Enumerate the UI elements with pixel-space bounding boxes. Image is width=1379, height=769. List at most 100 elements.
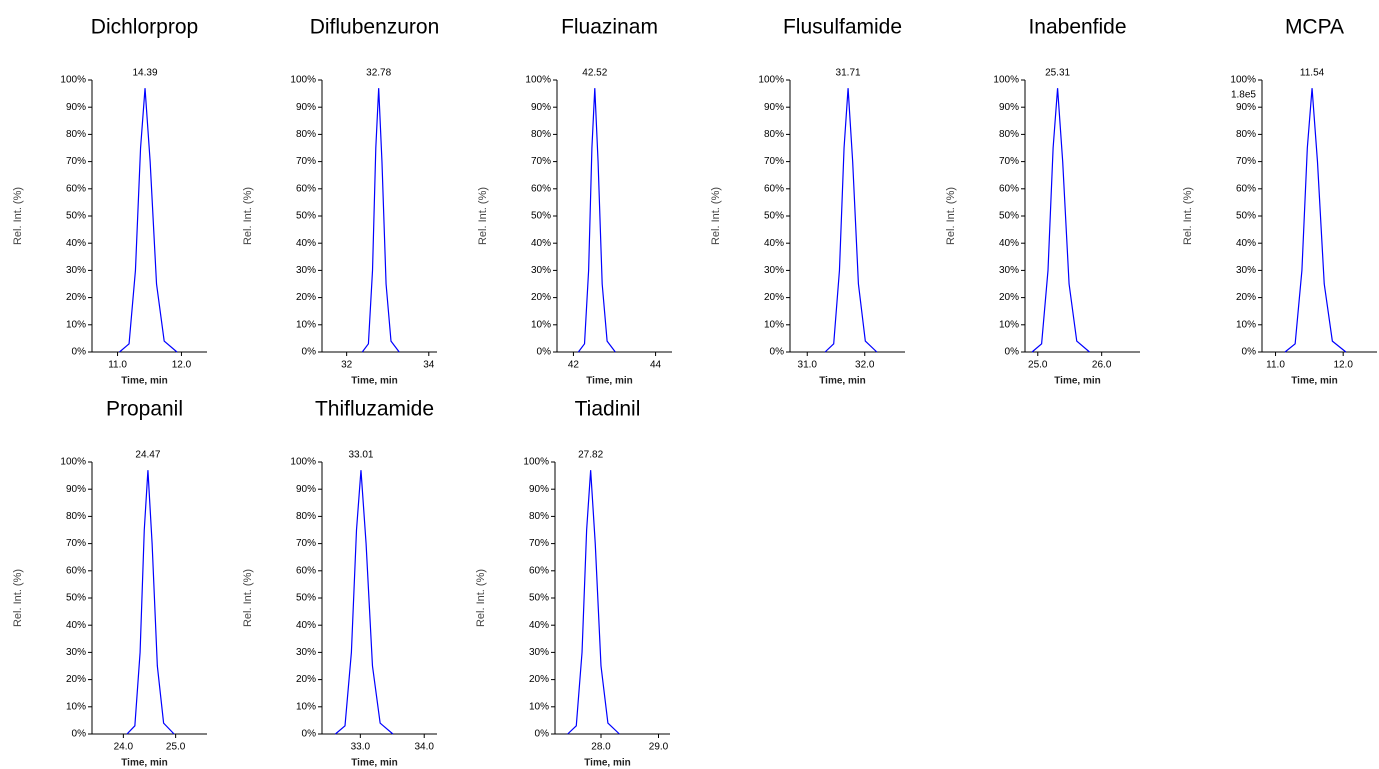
y-tick-label: 90% — [296, 102, 316, 113]
x-tick-label: 11.0 — [108, 360, 127, 371]
chart-title: Propanil — [106, 398, 183, 421]
y-tick-label: 60% — [1236, 183, 1256, 194]
y-tick-label: 90% — [296, 484, 316, 495]
y-tick-label: 40% — [531, 238, 551, 249]
y-tick-label: 10% — [1236, 319, 1256, 330]
y-tick-label: 20% — [296, 292, 316, 303]
chart-panel: Propanil 0% 10% 20% 30% 40% 50% 60% 70% 80% 90% 100… — [12, 398, 207, 769]
chart-panel: Inabenfide 0% 10% 20% 30% 40% 50% 60% 70% 80% 90% 1… — [945, 16, 1140, 387]
y-tick-label: 40% — [296, 620, 316, 631]
y-tick-label: 0% — [535, 729, 550, 740]
y-tick-label: 60% — [999, 183, 1019, 194]
x-tick-label: 29.0 — [649, 742, 669, 753]
x-tick-label: 31.0 — [798, 360, 818, 371]
x-tick-label: 24.0 — [114, 742, 134, 753]
y-tick-label: 60% — [296, 565, 316, 576]
peak-label: 14.39 — [133, 68, 158, 79]
y-tick-label: 90% — [764, 102, 784, 113]
y-tick-label: 30% — [66, 265, 86, 276]
y-tick-label: 20% — [999, 292, 1019, 303]
y-tick-label: 20% — [66, 674, 86, 685]
x-tick-label: 34.0 — [414, 742, 434, 753]
y-tick-label: 30% — [764, 265, 784, 276]
chromatogram-line — [361, 88, 400, 353]
y-tick-label: 80% — [66, 129, 86, 140]
y-tick-label: 30% — [999, 265, 1019, 276]
chart-panel: Diflubenzuron 0% 10% 20% 30% 40% 50% 60% 70% 80% 9… — [242, 16, 439, 387]
y-tick-label: 40% — [529, 620, 549, 631]
y-tick-label: 70% — [999, 156, 1019, 167]
chart-title: Inabenfide — [1028, 16, 1126, 39]
y-tick-label: 70% — [529, 538, 549, 549]
chart-title: MCPA — [1285, 16, 1344, 39]
chart-panel: Fluazinam 0% 10% 20% 30% 40% 50% 60% 70% 80% 90% 10… — [477, 16, 672, 387]
y-tick-label: 100% — [1230, 75, 1256, 86]
y-tick-label: 60% — [764, 183, 784, 194]
x-tick-label: 25.0 — [166, 742, 186, 753]
y-tick-label: 10% — [296, 701, 316, 712]
y-tick-label: 80% — [999, 129, 1019, 140]
y-tick-label: 20% — [1236, 292, 1256, 303]
y-tick-label: 30% — [66, 647, 86, 658]
y-tick-label: 0% — [302, 729, 317, 740]
y-tick-label: 0% — [770, 347, 785, 358]
y-tick-label: 80% — [764, 129, 784, 140]
y-tick-label: 10% — [999, 319, 1019, 330]
y-tick-label: 80% — [531, 129, 551, 140]
y-tick-label: 0% — [72, 347, 87, 358]
y-tick-label: 50% — [296, 593, 316, 604]
y-tick-label: 90% — [529, 484, 549, 495]
x-tick-label: 12.0 — [1333, 360, 1353, 371]
y-tick-label: 50% — [66, 211, 86, 222]
y-tick-label: 70% — [531, 156, 551, 167]
peak-label: 11.54 — [1300, 68, 1325, 79]
y-tick-label: 60% — [529, 565, 549, 576]
chart-panel: MCPA 0% 10% 20% 30% 40% 50% 60% 70% 80% 90% 100% 11.… — [1182, 16, 1377, 387]
chart-panel: Thifluzamide 0% 10% 20% 30% 40% 50% 60% 70% 80% 90… — [242, 398, 437, 769]
peak-label: 32.78 — [366, 68, 391, 79]
y-tick-label: 50% — [66, 593, 86, 604]
chart-title: Tiadinil — [575, 398, 641, 421]
y-tick-label: 40% — [764, 238, 784, 249]
y-tick-label: 90% — [66, 102, 86, 113]
y-tick-label: 20% — [66, 292, 86, 303]
y-tick-label: 10% — [531, 319, 551, 330]
chromatogram-line — [577, 88, 616, 353]
chart-title: Fluazinam — [561, 16, 658, 39]
y-tick-label: 80% — [529, 511, 549, 522]
x-axis-label: Time, min — [1054, 376, 1101, 387]
y-tick-label: 10% — [296, 319, 316, 330]
x-axis-label: Time, min — [351, 758, 398, 769]
peak-label: 42.52 — [582, 68, 607, 79]
chart-panel: Dichlorprop 0% 10% 20% 30% 40% 50% 60% 70% 80% 90%… — [12, 16, 207, 387]
chromatogram-line — [335, 470, 394, 735]
y-tick-label: 0% — [1242, 347, 1257, 358]
y-tick-label: 10% — [66, 319, 86, 330]
y-tick-label: 100% — [60, 457, 86, 468]
peak-label: 27.82 — [578, 450, 603, 461]
y-tick-label: 60% — [66, 183, 86, 194]
y-tick-label: 20% — [531, 292, 551, 303]
y-tick-label: 40% — [66, 620, 86, 631]
chart-title: Dichlorprop — [91, 16, 198, 39]
chromatogram-line — [824, 88, 878, 353]
x-tick-label: 44 — [650, 360, 662, 371]
y-axis-label: Rel. Int. (%) — [945, 187, 957, 245]
chart-panel: Tiadinil 0% 10% 20% 30% 40% 50% 60% 70% 80% 90% 100… — [475, 398, 670, 769]
x-axis-label: Time, min — [121, 758, 168, 769]
x-tick-label: 26.0 — [1092, 360, 1112, 371]
x-tick-label: 25.0 — [1028, 360, 1048, 371]
y-tick-label: 30% — [531, 265, 551, 276]
y-tick-label: 30% — [529, 647, 549, 658]
chart-title: Thifluzamide — [315, 398, 434, 421]
y-tick-label: 20% — [764, 292, 784, 303]
y-tick-label: 0% — [1005, 347, 1020, 358]
chromatogram-line — [1031, 88, 1090, 353]
y-axis-label: Rel. Int. (%) — [1182, 187, 1194, 245]
y-tick-label: 60% — [296, 183, 316, 194]
y-axis-label: Rel. Int. (%) — [710, 187, 722, 245]
x-tick-label: 42 — [568, 360, 580, 371]
y-tick-label: 30% — [1236, 265, 1256, 276]
y-tick-label: 30% — [296, 265, 316, 276]
y-axis-label: Rel. Int. (%) — [475, 569, 487, 627]
